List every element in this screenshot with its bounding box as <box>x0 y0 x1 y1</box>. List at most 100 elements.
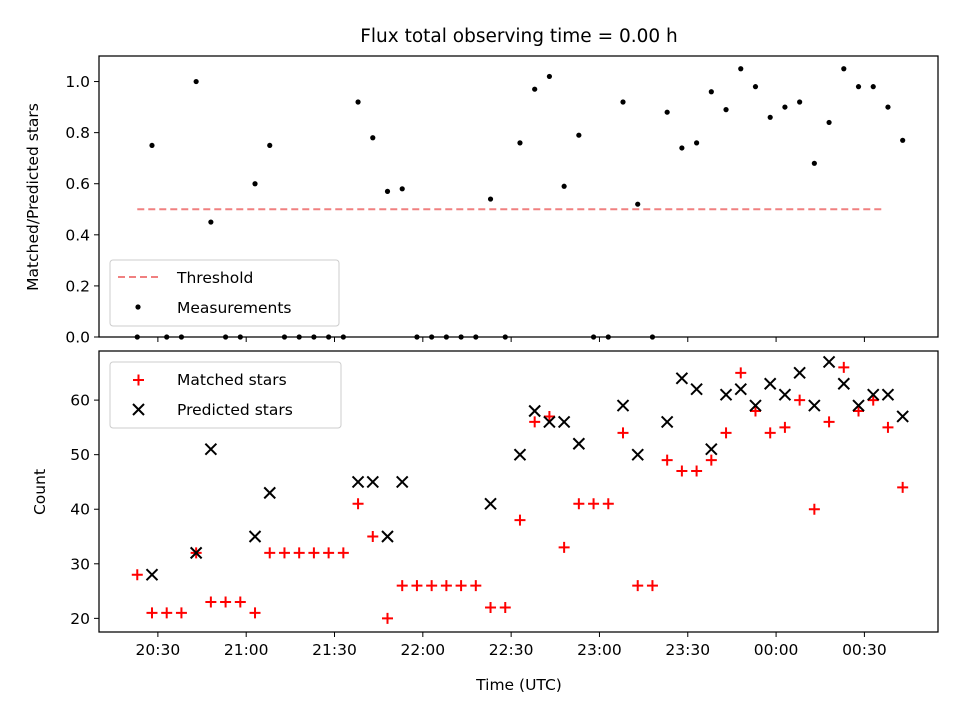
xtick-label: 20:30 <box>136 641 181 659</box>
bottom-legend: Matched stars Predicted stars <box>109 361 342 429</box>
matched-star-point <box>838 361 850 373</box>
predicted-star-point <box>852 399 865 412</box>
predicted-star-point <box>204 443 218 456</box>
xtick-label: 23:00 <box>577 641 622 659</box>
matched-star-point <box>794 394 806 406</box>
x-axis-label: Time (UTC) <box>475 676 562 694</box>
xtick-label: 00:00 <box>754 641 799 659</box>
measurement-point <box>473 334 479 340</box>
xtick-label: 22:30 <box>489 641 534 659</box>
measurement-point <box>429 334 435 340</box>
measurement-point <box>576 132 582 138</box>
top-ytick-label: 0.0 <box>65 329 90 347</box>
predicted-star-point <box>572 437 586 450</box>
measurement-point <box>502 334 508 340</box>
measurement-point <box>679 145 685 151</box>
top-axes-frame <box>98 55 939 338</box>
measurement-point <box>708 89 714 95</box>
measurements-legend-swatch <box>135 304 141 310</box>
matched-star-point <box>234 596 246 608</box>
matched-star-point <box>146 607 158 619</box>
top-x-ticks <box>157 337 865 342</box>
measurement-point <box>414 334 420 340</box>
matched-star-point <box>779 421 791 433</box>
matched-star-point <box>278 547 290 559</box>
bottom-ytick-label: 40 <box>70 501 90 519</box>
measurement-point <box>870 84 876 90</box>
matched-star-point <box>455 580 467 592</box>
predicted-star-point <box>778 388 792 401</box>
matched-star-point <box>853 405 865 417</box>
top-axes: 0.0 0.2 0.4 0.6 0.8 1.0 Matched/Predicted sta… <box>24 55 939 347</box>
predicted-star-point <box>867 388 880 401</box>
matched-star-point <box>396 580 408 592</box>
top-legend-box <box>109 259 340 327</box>
measurement-point <box>635 201 641 207</box>
measurement-point <box>826 119 832 126</box>
matched-star-point <box>426 580 438 592</box>
top-plot-area <box>134 66 906 340</box>
matched-star-point <box>882 421 894 433</box>
matched-star-point <box>308 547 320 559</box>
matched-star-point <box>720 427 732 439</box>
xtick-label: 23:30 <box>665 641 710 659</box>
matched-star-point <box>485 601 497 613</box>
measurement-point <box>694 140 700 146</box>
matched-legend-swatch <box>133 374 144 386</box>
predicted-star-point <box>793 366 806 380</box>
matched-star-point <box>220 596 232 608</box>
measurement-point <box>767 114 773 120</box>
matched-star-point <box>749 405 761 417</box>
matched-star-point <box>646 580 658 592</box>
threshold-legend-label: Threshold <box>176 269 253 287</box>
predicted-star-point <box>484 497 497 510</box>
measurement-point <box>296 334 302 340</box>
matched-star-point <box>602 498 614 510</box>
measurement-point <box>178 334 185 340</box>
measurement-point <box>134 334 140 340</box>
predicted-star-point <box>381 530 394 543</box>
matched-star-point <box>573 498 585 510</box>
matched-star-point <box>352 498 364 510</box>
predicted-star-point <box>189 546 203 560</box>
matched-star-point <box>381 612 393 624</box>
measurement-point <box>620 99 626 105</box>
bottom-ytick-label: 50 <box>70 446 90 464</box>
bottom-legend-box <box>109 361 342 429</box>
predicted-star-point <box>837 377 851 390</box>
matched-star-point <box>367 531 379 543</box>
bottom-ytick-label: 30 <box>70 555 90 573</box>
measurement-point <box>267 142 273 149</box>
predicted-legend-swatch <box>132 403 145 416</box>
matched-star-point <box>558 541 570 553</box>
predicted-star-point <box>763 377 777 390</box>
matched-star-point <box>411 580 423 592</box>
measurement-point <box>561 183 567 189</box>
matched-star-point <box>808 503 820 515</box>
matched-star-point <box>691 465 703 477</box>
measurement-point <box>752 84 759 90</box>
top-legend: Threshold Measurements <box>109 259 340 327</box>
matched-star-point <box>529 416 541 428</box>
measurement-point <box>546 73 553 80</box>
measurement-point <box>222 334 229 340</box>
measurement-point <box>605 334 611 340</box>
top-ytick-label: 0.6 <box>65 175 90 193</box>
measurement-point <box>738 66 744 72</box>
matched-star-point <box>514 514 526 526</box>
predicted-star-point <box>616 399 630 412</box>
predicted-star-point <box>396 475 409 489</box>
predicted-star-point <box>675 372 689 385</box>
measurement-point <box>384 188 391 194</box>
measurement-point <box>811 160 817 166</box>
matched-star-point <box>543 410 555 422</box>
bottom-ytick-label: 60 <box>70 392 90 410</box>
predicted-star-point <box>351 475 365 489</box>
matched-star-point <box>293 547 305 559</box>
predicted-star-point <box>822 355 836 369</box>
bottom-y-ticks: 20 30 40 50 60 <box>70 392 99 628</box>
predicted-star-point <box>896 410 909 423</box>
measurement-point <box>237 334 243 340</box>
predicted-legend-label: Predicted stars <box>177 401 293 419</box>
